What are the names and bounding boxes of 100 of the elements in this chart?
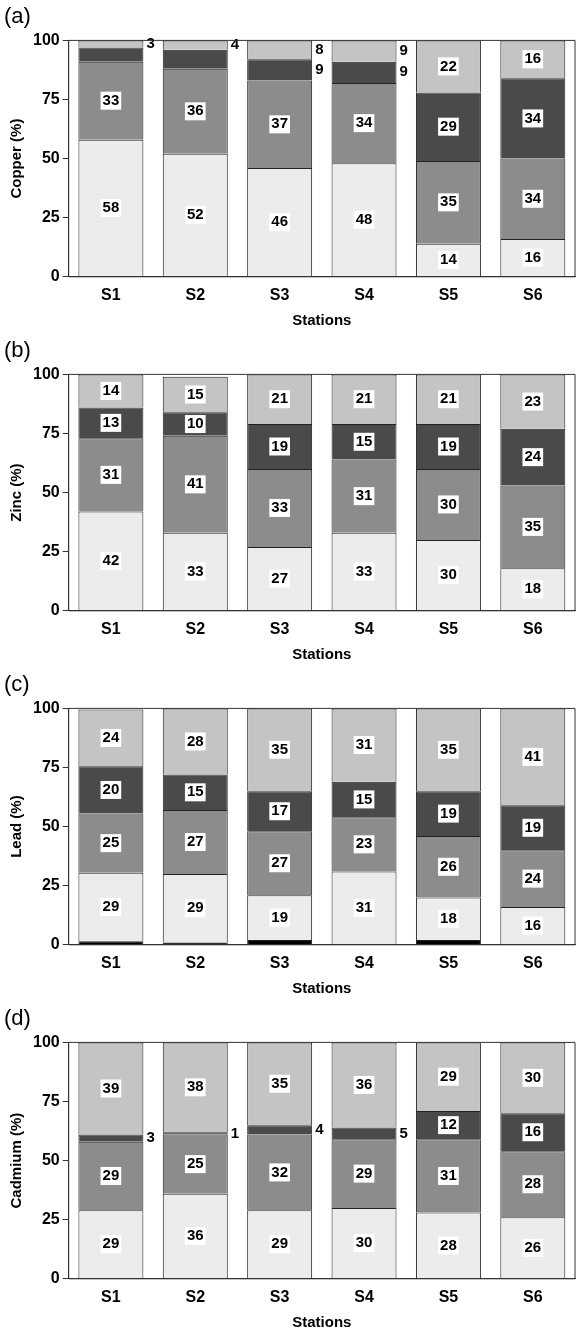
y-axis-title: Copper (%) bbox=[7, 118, 25, 199]
x-tick-label: S2 bbox=[185, 1287, 206, 1305]
y-tick-label: 0 bbox=[50, 601, 60, 619]
data-label: 30 bbox=[355, 1233, 373, 1251]
y-tick-label: 75 bbox=[41, 757, 60, 775]
data-label: 33 bbox=[355, 561, 373, 579]
data-label: 41 bbox=[524, 747, 542, 764]
y-tick-label: 100 bbox=[32, 30, 60, 48]
x-tick-label: S3 bbox=[269, 1287, 290, 1305]
data-label: 35 bbox=[271, 1073, 288, 1091]
x-axis-title: Stations bbox=[292, 645, 352, 663]
x-tick-label: S6 bbox=[523, 953, 543, 971]
y-tick-label: 25 bbox=[41, 542, 60, 560]
data-label: 48 bbox=[355, 209, 373, 227]
data-label: 29 bbox=[102, 1234, 120, 1252]
y-tick-label: 50 bbox=[41, 1151, 60, 1169]
y-axis-title: Zinc (%) bbox=[7, 463, 25, 522]
data-label: 33 bbox=[271, 498, 288, 516]
data-label: 12 bbox=[440, 1115, 457, 1133]
y-tick-label: 75 bbox=[41, 423, 60, 441]
x-tick-label: S6 bbox=[523, 619, 543, 637]
data-label: 29 bbox=[186, 898, 204, 916]
data-label: 31 bbox=[355, 898, 373, 916]
data-label: 36 bbox=[186, 101, 204, 119]
data-label: 52 bbox=[186, 205, 204, 223]
y-tick-label: 100 bbox=[32, 1032, 60, 1050]
data-label: 23 bbox=[524, 391, 542, 409]
data-label: 58 bbox=[102, 198, 120, 216]
data-label: 21 bbox=[271, 389, 288, 407]
data-label: 29 bbox=[355, 1163, 373, 1181]
data-label: 4 bbox=[315, 1120, 325, 1138]
y-tick-label: 25 bbox=[41, 876, 60, 894]
data-label: 5 bbox=[399, 1123, 408, 1141]
x-axis-title: Stations bbox=[292, 1313, 352, 1331]
data-label: 35 bbox=[271, 739, 288, 757]
x-tick-label: S3 bbox=[269, 285, 290, 303]
data-label: 14 bbox=[440, 250, 458, 268]
y-tick-label: 50 bbox=[41, 817, 60, 835]
chart-title: (c) bbox=[4, 671, 30, 697]
chart-title: (a) bbox=[4, 3, 31, 29]
data-label: 17 bbox=[271, 801, 288, 819]
data-label: 9 bbox=[315, 60, 324, 78]
data-label: 31 bbox=[440, 1166, 457, 1184]
data-label: 29 bbox=[102, 897, 120, 915]
y-tick-label: 50 bbox=[41, 149, 60, 167]
data-label: 28 bbox=[524, 1174, 542, 1192]
data-label: 1 bbox=[230, 1123, 240, 1141]
data-label: 31 bbox=[355, 735, 373, 753]
chart-title: (b) bbox=[4, 337, 31, 363]
data-label: 24 bbox=[102, 728, 120, 746]
data-label: 24 bbox=[524, 868, 542, 886]
x-tick-label: S5 bbox=[438, 1287, 459, 1305]
data-label: 23 bbox=[355, 834, 373, 852]
chart-title: (d) bbox=[4, 1005, 31, 1031]
data-label: 29 bbox=[440, 116, 457, 134]
data-label: 21 bbox=[440, 389, 457, 407]
data-label: 16 bbox=[524, 1122, 542, 1140]
data-label: 36 bbox=[355, 1075, 373, 1093]
x-tick-label: S5 bbox=[438, 953, 459, 971]
data-label: 35 bbox=[440, 192, 457, 210]
x-tick-label: S4 bbox=[354, 953, 374, 971]
y-tick-label: 50 bbox=[41, 483, 60, 501]
x-tick-label: S4 bbox=[354, 1287, 374, 1305]
data-label: 37 bbox=[271, 114, 288, 132]
data-label: 16 bbox=[524, 49, 542, 67]
data-label: 24 bbox=[524, 447, 542, 465]
x-tick-label: S2 bbox=[185, 953, 206, 971]
data-label: 9 bbox=[399, 41, 408, 59]
data-label: 27 bbox=[186, 832, 204, 850]
data-label: 19 bbox=[271, 436, 288, 454]
y-tick-label: 100 bbox=[32, 698, 60, 716]
data-label: 31 bbox=[355, 486, 373, 504]
x-tick-label: S2 bbox=[185, 619, 206, 637]
data-label: 34 bbox=[355, 113, 374, 131]
data-label: 28 bbox=[186, 731, 204, 749]
y-axis-title: Cadmium (%) bbox=[7, 1112, 25, 1209]
x-axis-title: Stations bbox=[292, 311, 352, 329]
data-label: 27 bbox=[271, 853, 288, 871]
data-label: 19 bbox=[271, 907, 288, 925]
data-label: 42 bbox=[102, 551, 120, 569]
data-label: 22 bbox=[440, 56, 457, 74]
y-tick-label: 25 bbox=[41, 208, 60, 226]
data-label: 46 bbox=[271, 212, 288, 230]
y-tick-label: 75 bbox=[41, 1091, 60, 1109]
y-tick-label: 0 bbox=[50, 935, 60, 953]
data-label: 38 bbox=[186, 1077, 204, 1095]
y-tick-label: 25 bbox=[41, 1210, 60, 1228]
y-axis-title: Lead (%) bbox=[7, 795, 25, 858]
data-label: 33 bbox=[186, 561, 204, 579]
x-tick-label: S1 bbox=[101, 619, 121, 637]
data-label: 28 bbox=[440, 1235, 457, 1253]
data-label: 36 bbox=[186, 1226, 204, 1244]
data-label: 29 bbox=[102, 1166, 120, 1184]
data-label: 25 bbox=[102, 833, 120, 851]
data-label: 15 bbox=[186, 782, 204, 800]
x-tick-label: S1 bbox=[101, 285, 121, 303]
x-tick-label: S1 bbox=[101, 953, 121, 971]
data-label: 41 bbox=[186, 474, 204, 492]
data-label: 39 bbox=[102, 1078, 120, 1096]
y-tick-label: 75 bbox=[41, 89, 60, 107]
